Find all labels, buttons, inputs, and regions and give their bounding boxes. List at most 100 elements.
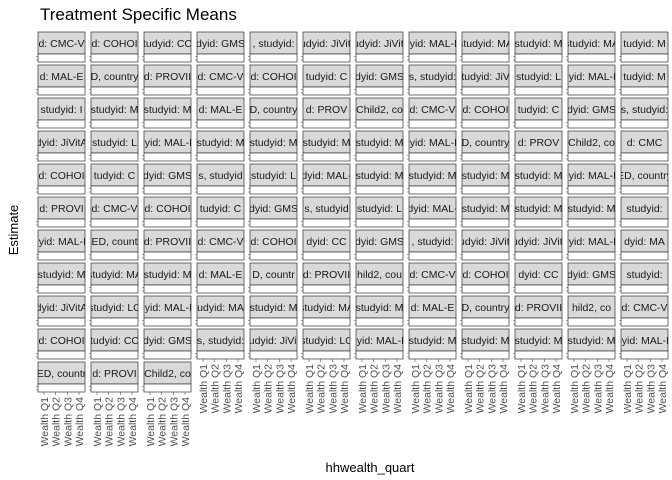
facet-strip-label: dyid: JiVitA — [36, 137, 88, 149]
facet-strip-label: d: CMC-V — [197, 236, 243, 248]
facet-strip-label: d: MAL-E — [199, 104, 243, 116]
facet-strip-label: studyid: MA — [458, 38, 513, 50]
facet-panel — [90, 317, 139, 327]
facet-panel — [249, 53, 298, 63]
facet-strip-label: studyid: L — [251, 170, 296, 182]
x-tick-label: Wealth Q4 — [127, 397, 139, 447]
facet-panel — [355, 119, 404, 129]
facet-panel — [143, 185, 192, 195]
facet-panel — [461, 185, 510, 195]
facet-strip-label: ED, country — [617, 170, 672, 182]
facet-panel — [90, 251, 139, 261]
facet-strip-label: d: COHOI — [462, 104, 508, 116]
facet-strip-label: studyid: JiVitA- — [292, 38, 362, 50]
facet-panel — [302, 53, 351, 63]
facet-strip-label: studyid: M — [197, 137, 245, 149]
facet-strip-label: studyid: M — [515, 170, 563, 182]
facet-panel — [90, 53, 139, 63]
facet-panel — [461, 251, 510, 261]
x-tick-label: Wealth Q4 — [604, 364, 616, 414]
x-tick-label: Wealth Q2 — [210, 364, 222, 414]
facet-panel — [567, 53, 616, 63]
x-tick-label: Wealth Q2 — [104, 397, 116, 447]
facet-panel — [355, 350, 404, 360]
facet-panel — [355, 86, 404, 96]
x-tick-label: Wealth Q1 — [357, 364, 369, 414]
facet-strip-label: studyid: M — [91, 104, 139, 116]
facet-strip-label: studyid: JiVit — [456, 71, 515, 83]
facet-strip-label: tudyid: C — [94, 170, 136, 182]
x-tick-label: Wealth Q1 — [304, 364, 316, 414]
facet-strip-label: D, countr — [252, 269, 295, 281]
chart-title: Treatment Specific Means — [40, 5, 237, 24]
facet-strip-label: dyid: MAL-E — [139, 137, 196, 149]
facet-panel — [143, 350, 192, 360]
facet-strip-label: studyid: M — [515, 335, 563, 347]
facet-panel — [567, 119, 616, 129]
facet-strip-label: dyid: MAL-E — [33, 236, 90, 248]
facet-panel — [514, 350, 563, 360]
facet-strip-label: d: COHOI — [250, 236, 296, 248]
facet-panel — [567, 251, 616, 261]
facet-panel — [196, 185, 245, 195]
x-tick-label: Wealth Q3 — [274, 364, 286, 414]
facet-panel — [90, 185, 139, 195]
facet-strip-label: s, studyid: — [197, 335, 244, 347]
x-tick-label: Wealth Q4 — [180, 397, 192, 447]
facet-panel — [408, 218, 457, 228]
facet-strip-label: d: PROVII — [303, 269, 350, 281]
x-axis-title: hhwealth_quart — [326, 460, 415, 475]
facet-strip-label: studyid: M — [568, 203, 616, 215]
facet-strip-label: studyid: M — [250, 137, 298, 149]
x-tick-label: Wealth Q3 — [539, 364, 551, 414]
facet-panel — [249, 251, 298, 261]
x-tick-label: Wealth Q1 — [516, 364, 528, 414]
facet-panel — [514, 185, 563, 195]
facet-strip-label: dyid: MAL-E — [563, 170, 620, 182]
facet-panel — [249, 86, 298, 96]
facet-strip-label: ED, count — [91, 236, 137, 248]
facet-strip-label: studyid: M — [144, 269, 192, 281]
x-tick-label: Wealth Q3 — [645, 364, 657, 414]
facet-panel — [355, 218, 404, 228]
facet-panel — [514, 119, 563, 129]
facet-strip-label: studyid: M — [356, 170, 404, 182]
facet-strip-label: studyid: MA — [564, 38, 619, 50]
facet-panel — [355, 317, 404, 327]
facet-panel — [37, 251, 86, 261]
facet-panel — [620, 317, 669, 327]
facet-strip-label: Child2, co — [568, 137, 615, 149]
x-tick-label: Wealth Q2 — [51, 397, 63, 447]
facet-panel — [37, 383, 86, 393]
facet-strip-label: studyid: L — [92, 137, 137, 149]
facet-panel — [143, 152, 192, 162]
facet-panel — [567, 317, 616, 327]
facet-strip-label: d: COHOI — [91, 38, 137, 50]
x-tick-label: Wealth Q3 — [327, 364, 339, 414]
facet-panel — [408, 185, 457, 195]
facet-strip-label: s, studyid: — [409, 71, 456, 83]
facet-panel — [37, 350, 86, 360]
facet-panel — [143, 218, 192, 228]
facet-strip-label: dyid: MAL-E — [563, 71, 620, 83]
facet-strip-label: tudyid: C — [518, 104, 560, 116]
facet-strip-label: d: COHOI — [144, 203, 190, 215]
facet-strip-label: dyid: MAL- — [301, 170, 352, 182]
facet-strip-label: studyid: JiVitA- — [504, 236, 574, 248]
facet-panel — [408, 119, 457, 129]
facet-strip-label: dyid: CC — [306, 236, 347, 248]
facet-strip-label: d: CMC-V — [38, 38, 84, 50]
facet-panel — [355, 251, 404, 261]
facet-panel — [355, 53, 404, 63]
facet-strip-label: d: PROVI — [92, 368, 136, 380]
facet-strip-label: d: COHOI — [250, 71, 296, 83]
facet-strip-label: tudyid: C — [306, 71, 348, 83]
facet-panel — [143, 383, 192, 393]
facet-strip-label: , studyid: — [252, 38, 294, 50]
facet-panel — [408, 251, 457, 261]
x-tick-label: Wealth Q3 — [221, 364, 233, 414]
facet-strip-label: D, country — [91, 71, 140, 83]
facet-strip-label: dyid: MAL-E — [351, 335, 408, 347]
facet-panel — [620, 53, 669, 63]
facet-panel — [567, 218, 616, 228]
